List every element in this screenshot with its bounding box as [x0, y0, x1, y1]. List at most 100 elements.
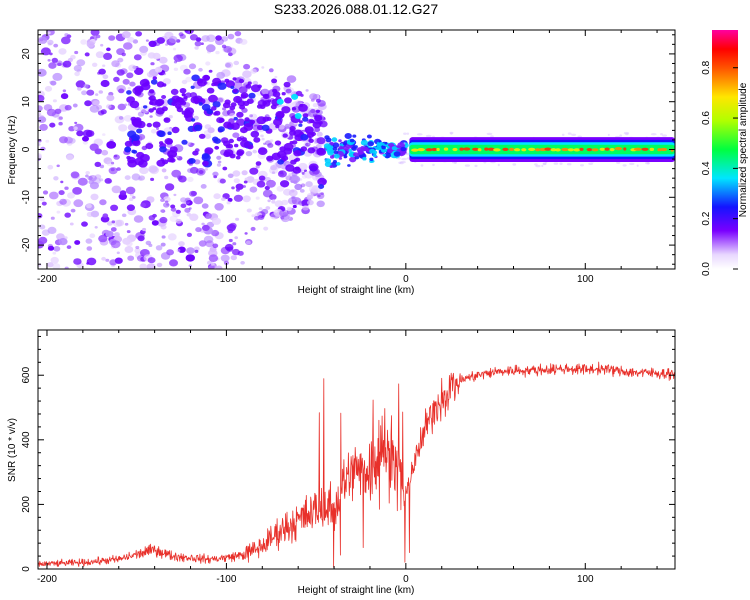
noise-blob — [195, 227, 202, 233]
noise-blob — [58, 116, 63, 120]
band-blob — [129, 100, 140, 109]
noise-blob — [312, 94, 320, 100]
transition-blob — [343, 142, 347, 146]
noise-blob — [245, 240, 251, 245]
band-blob — [283, 147, 293, 155]
band-blob — [245, 84, 252, 89]
noise-blob — [47, 226, 57, 234]
band-blob — [267, 99, 272, 103]
noise-blob — [47, 42, 52, 46]
carrier-peak — [513, 148, 521, 152]
noise-blob — [114, 257, 123, 264]
noise-blob — [310, 108, 316, 114]
noise-blob — [244, 177, 249, 181]
band-blob — [282, 133, 288, 138]
noise-blob — [187, 176, 194, 182]
noise-blob — [215, 50, 220, 55]
noise-blob — [38, 36, 48, 44]
noise-blob — [140, 202, 147, 208]
noise-blob — [139, 166, 149, 175]
noise-blob — [50, 216, 55, 220]
noise-blob — [299, 189, 305, 193]
noise-blob — [105, 258, 110, 262]
band-blob — [234, 143, 239, 148]
transition-blob — [332, 160, 337, 164]
noise-blob — [258, 207, 263, 211]
band-blob — [307, 147, 316, 154]
noise-blob — [261, 88, 269, 95]
noise-blob — [89, 233, 96, 238]
band-blob — [175, 96, 183, 103]
noise-blob — [223, 45, 232, 53]
noise-blob — [126, 204, 135, 211]
noise-blob — [49, 191, 59, 200]
noise-blob — [219, 115, 224, 119]
noise-blob — [67, 192, 75, 199]
halo-blob — [646, 162, 650, 165]
band-blob — [212, 101, 221, 108]
noise-blob — [201, 203, 209, 209]
noise-blob — [312, 103, 319, 108]
band-blob — [232, 77, 237, 81]
band-blob — [169, 146, 178, 153]
noise-blob — [94, 161, 102, 167]
noise-blob — [227, 197, 233, 202]
noise-blob — [249, 114, 254, 118]
noise-blob — [276, 185, 284, 192]
noise-blob — [38, 236, 48, 244]
noise-blob — [300, 183, 306, 188]
band-blob — [193, 124, 203, 132]
noise-blob — [224, 243, 234, 251]
noise-blob — [135, 245, 140, 250]
noise-blob — [290, 175, 301, 184]
band-blob — [293, 158, 298, 163]
band-blob — [225, 144, 231, 149]
noise-blob — [74, 50, 79, 55]
noise-blob — [198, 67, 203, 72]
transition-blob — [360, 146, 365, 150]
noise-blob — [126, 72, 134, 79]
noise-blob — [116, 85, 126, 93]
noise-blob — [38, 154, 42, 160]
noise-blob — [286, 206, 292, 211]
band-blob — [233, 116, 238, 121]
noise-blob — [124, 103, 128, 107]
carrier-peak — [459, 147, 464, 151]
noise-blob — [255, 165, 260, 169]
noise-blob — [133, 54, 142, 61]
transition-blob — [333, 150, 339, 155]
noise-blob — [149, 166, 160, 175]
y-tick-label: 0 — [21, 146, 32, 152]
band-blob — [139, 79, 150, 87]
colorbar-tick-label: 0.2 — [701, 211, 712, 225]
noise-blob — [38, 105, 43, 112]
halo-blob — [453, 161, 457, 164]
carrier-peak — [591, 148, 599, 152]
noise-blob — [49, 122, 56, 128]
carrier-peak — [555, 148, 561, 152]
noise-blob — [160, 209, 164, 213]
noise-blob — [221, 197, 226, 202]
band-blob — [248, 92, 256, 99]
band-blob — [208, 94, 218, 103]
noise-blob — [250, 226, 256, 231]
carrier-peak — [550, 148, 557, 152]
noise-blob — [203, 235, 214, 244]
noise-blob — [162, 72, 167, 76]
band-blob — [152, 121, 161, 128]
noise-blob — [225, 62, 232, 68]
noise-blob — [83, 83, 89, 89]
noise-blob — [286, 75, 297, 83]
halo-blob — [619, 134, 622, 137]
halo-blob — [559, 162, 563, 165]
band-blob — [261, 124, 270, 131]
noise-blob — [191, 142, 195, 146]
noise-blob — [118, 124, 128, 132]
band-blob — [293, 150, 302, 157]
noise-blob — [110, 227, 117, 232]
noise-blob — [181, 93, 186, 97]
noise-blob — [86, 89, 95, 96]
noise-blob — [212, 171, 219, 177]
noise-blob — [46, 108, 57, 117]
noise-blob — [110, 240, 121, 249]
